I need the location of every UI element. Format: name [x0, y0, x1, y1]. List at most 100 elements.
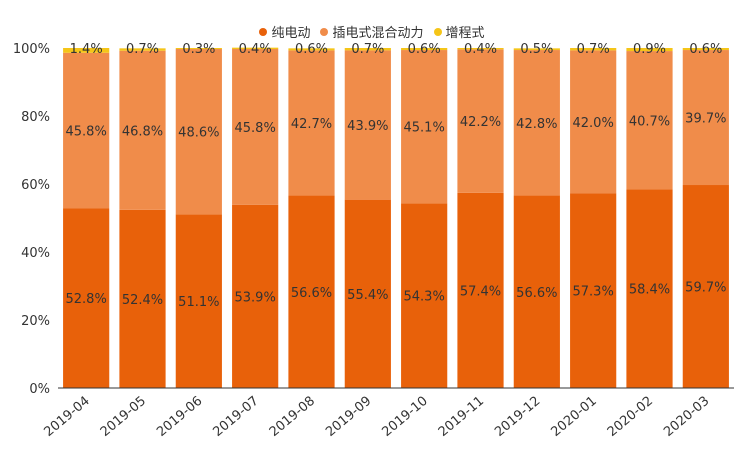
- data-label: 54.3%: [404, 290, 445, 305]
- bar-segment: [63, 48, 110, 53]
- bar-segment: [232, 204, 279, 388]
- legend: 纯电动 插电式混合动力 增程式: [0, 22, 744, 41]
- bar-segment: [401, 48, 448, 51]
- bar-segment: [513, 195, 560, 388]
- data-label: 0.6%: [408, 42, 441, 57]
- bar-segment: [682, 50, 729, 186]
- bar-segment: [119, 48, 166, 51]
- data-label: 0.7%: [351, 42, 384, 57]
- y-tick-label: 20%: [21, 314, 50, 329]
- bar-segment: [175, 48, 222, 50]
- x-tick-label: 2019-11: [436, 394, 487, 440]
- data-label: 0.5%: [520, 42, 553, 57]
- bar-segment: [457, 49, 504, 193]
- data-label: 43.9%: [347, 119, 388, 134]
- bar-segment: [626, 189, 673, 388]
- x-tick-label: 2019-09: [323, 394, 374, 440]
- bar-segment: [175, 214, 222, 388]
- bar-segment: [570, 50, 617, 194]
- data-label: 48.6%: [178, 126, 219, 141]
- bar-segment: [344, 50, 391, 200]
- bar-segment: [288, 48, 335, 51]
- data-label: 46.8%: [122, 124, 163, 139]
- legend-swatch-bev: [259, 27, 268, 36]
- y-tick-label: 0%: [29, 382, 50, 397]
- data-label: 45.8%: [66, 125, 107, 140]
- data-label: 56.6%: [291, 286, 332, 301]
- legend-item-bev[interactable]: 纯电动: [259, 22, 310, 41]
- y-tick-label: 100%: [13, 42, 50, 57]
- data-label: 42.0%: [573, 116, 614, 131]
- x-tick-label: 2019-12: [492, 394, 543, 440]
- bar-segment: [570, 193, 617, 388]
- bar-segment: [457, 48, 504, 50]
- data-label: 1.4%: [70, 42, 103, 57]
- data-label: 0.6%: [295, 42, 328, 57]
- data-label: 57.4%: [460, 284, 501, 299]
- bar-segment: [457, 192, 504, 388]
- legend-label-erev: 增程式: [445, 26, 485, 41]
- data-label: 0.7%: [126, 42, 159, 57]
- bar-segment: [570, 48, 617, 51]
- x-tick-label: 2019-06: [154, 394, 205, 440]
- bar-segment: [626, 48, 673, 52]
- bar-segment: [119, 50, 166, 210]
- data-label: 0.4%: [464, 42, 497, 57]
- x-tick-label: 2019-08: [267, 394, 318, 440]
- y-tick-label: 60%: [21, 178, 50, 193]
- bar-segment: [513, 50, 560, 196]
- legend-swatch-erev: [433, 27, 442, 36]
- x-tick-label: 2019-05: [98, 394, 149, 440]
- data-label: 58.4%: [629, 283, 670, 298]
- data-label: 52.8%: [66, 292, 107, 307]
- legend-label-phev: 插电式混合动力: [332, 26, 424, 41]
- x-tick-label: 2019-10: [379, 394, 430, 440]
- bar-segment: [288, 50, 335, 196]
- data-label: 56.6%: [516, 286, 557, 301]
- x-tick-label: 2019-07: [210, 394, 261, 440]
- data-label: 45.1%: [404, 121, 445, 136]
- bar-segment: [119, 209, 166, 388]
- data-label: 0.6%: [689, 42, 722, 57]
- data-label: 0.9%: [633, 42, 666, 57]
- bar-segment: [288, 195, 335, 388]
- bar-segment: [401, 50, 448, 204]
- legend-item-phev[interactable]: 插电式混合动力: [320, 22, 424, 41]
- x-tick-label: 2019-04: [41, 394, 92, 440]
- bar-segment: [626, 51, 673, 190]
- data-label: 0.7%: [577, 42, 610, 57]
- bar-segment: [63, 208, 110, 388]
- bar-segment: [232, 49, 279, 205]
- data-label: 40.7%: [629, 114, 670, 129]
- bar-segment: [682, 185, 729, 388]
- data-label: 42.2%: [460, 115, 501, 130]
- data-label: 57.3%: [573, 285, 614, 300]
- data-label: 0.3%: [182, 42, 215, 57]
- legend-item-erev[interactable]: 增程式: [433, 22, 485, 41]
- bar-segment: [401, 203, 448, 388]
- bar-segment: [175, 49, 222, 215]
- data-label: 59.7%: [685, 281, 726, 296]
- data-label: 0.4%: [239, 42, 272, 57]
- y-tick-label: 40%: [21, 246, 50, 261]
- bar-segment: [513, 48, 560, 51]
- data-label: 39.7%: [685, 112, 726, 127]
- data-label: 42.7%: [291, 117, 332, 132]
- legend-swatch-phev: [320, 27, 329, 36]
- data-label: 42.8%: [516, 117, 557, 132]
- x-tick-label: 2020-01: [548, 394, 599, 440]
- y-tick-label: 80%: [21, 110, 50, 125]
- bar-segment: [682, 48, 729, 51]
- bar-segment: [63, 52, 110, 209]
- legend-label-bev: 纯电动: [271, 26, 311, 41]
- bar-segment: [344, 48, 391, 51]
- x-tick-label: 2020-03: [661, 394, 712, 440]
- data-label: 51.1%: [178, 295, 219, 310]
- x-tick-label: 2020-02: [605, 394, 656, 440]
- data-label: 55.4%: [347, 288, 388, 303]
- data-label: 53.9%: [235, 290, 276, 305]
- bar-segment: [232, 47, 279, 50]
- bar-segment: [344, 199, 391, 388]
